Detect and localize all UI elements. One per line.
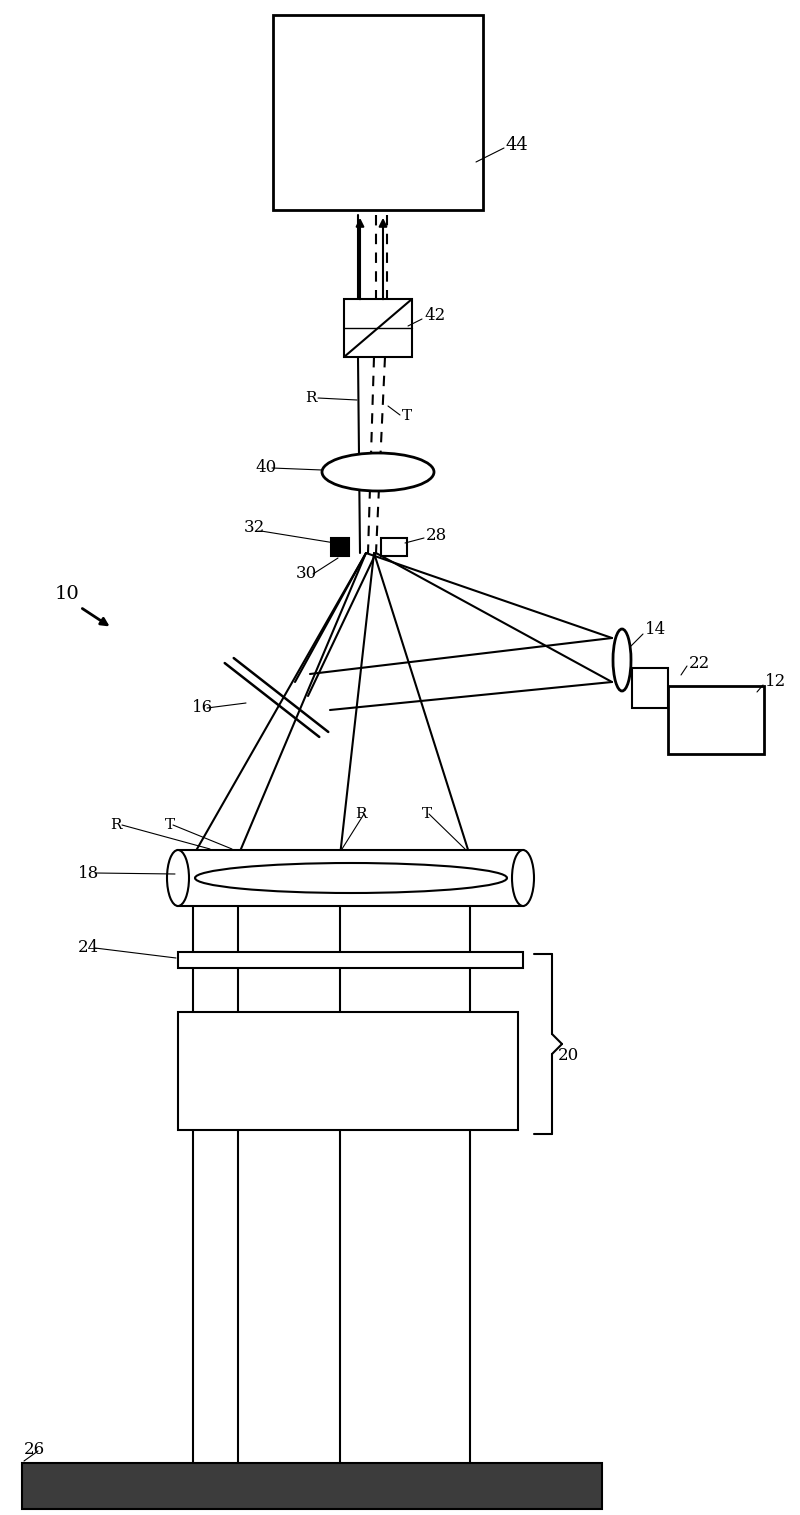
- Text: 12: 12: [765, 674, 786, 691]
- Text: 42: 42: [424, 308, 446, 324]
- Text: R: R: [355, 807, 366, 821]
- Bar: [22, 1463, 602, 1509]
- Bar: [381, 538, 407, 556]
- Ellipse shape: [613, 629, 631, 691]
- Bar: [273, 15, 483, 209]
- Bar: [344, 298, 412, 358]
- Text: 32: 32: [244, 520, 266, 536]
- Text: R: R: [110, 818, 122, 832]
- Text: R: R: [305, 391, 317, 405]
- Text: 40: 40: [255, 459, 276, 477]
- Text: 16: 16: [192, 700, 213, 717]
- Text: 14: 14: [645, 621, 666, 638]
- Text: 26: 26: [24, 1441, 45, 1459]
- Text: 24: 24: [78, 939, 99, 956]
- Ellipse shape: [322, 453, 434, 491]
- Bar: [668, 686, 764, 754]
- Text: 22: 22: [689, 654, 710, 671]
- Text: T: T: [402, 409, 412, 423]
- Bar: [178, 1012, 518, 1130]
- Bar: [632, 668, 668, 708]
- Text: 30: 30: [296, 565, 318, 582]
- Text: 44: 44: [506, 136, 529, 155]
- Bar: [178, 850, 523, 906]
- Text: 20: 20: [558, 1047, 579, 1064]
- Bar: [178, 951, 523, 968]
- Ellipse shape: [167, 850, 189, 906]
- Text: 18: 18: [78, 865, 99, 882]
- Bar: [331, 538, 349, 556]
- Text: T: T: [165, 818, 175, 832]
- Text: 28: 28: [426, 527, 447, 544]
- Text: 10: 10: [55, 585, 80, 603]
- Ellipse shape: [512, 850, 534, 906]
- Text: T: T: [422, 807, 432, 821]
